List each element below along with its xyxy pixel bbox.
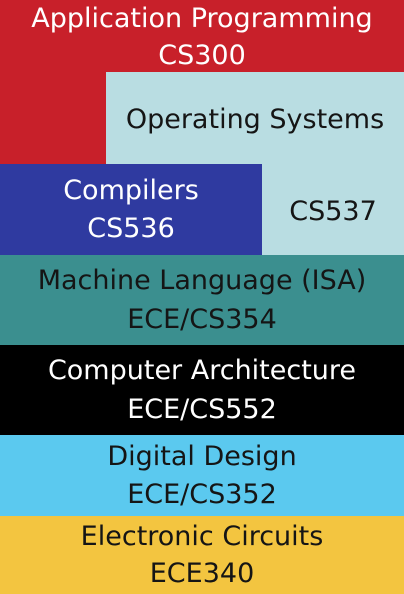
layer-title: Compilers	[63, 174, 199, 206]
layer-title: Digital Design	[107, 440, 297, 472]
course-code: ECE/CS552	[127, 394, 277, 425]
layer-compilers: Compilers CS536	[0, 164, 262, 255]
layer-computer-architecture: Computer Architecture ECE/CS552	[0, 345, 404, 435]
layer-digital-design: Digital Design ECE/CS352	[0, 435, 404, 516]
layer-title: Application Programming	[31, 3, 373, 34]
layer-title: Operating Systems	[125, 104, 385, 135]
course-code: ECE340	[149, 558, 255, 589]
layer-machine-language: Machine Language (ISA) ECE/CS354	[0, 255, 404, 345]
layer-electronic-circuits: Electronic Circuits ECE340	[0, 516, 404, 594]
layer-title: Machine Language (ISA)	[37, 265, 367, 296]
course-code: CS537	[289, 196, 377, 227]
course-code: CS300	[158, 40, 246, 71]
layer-title: Computer Architecture	[47, 355, 357, 386]
course-code: ECE/CS352	[127, 478, 277, 510]
course-code: ECE/CS354	[127, 304, 277, 335]
layer-title: Electronic Circuits	[80, 521, 324, 552]
course-code: CS536	[87, 212, 175, 244]
